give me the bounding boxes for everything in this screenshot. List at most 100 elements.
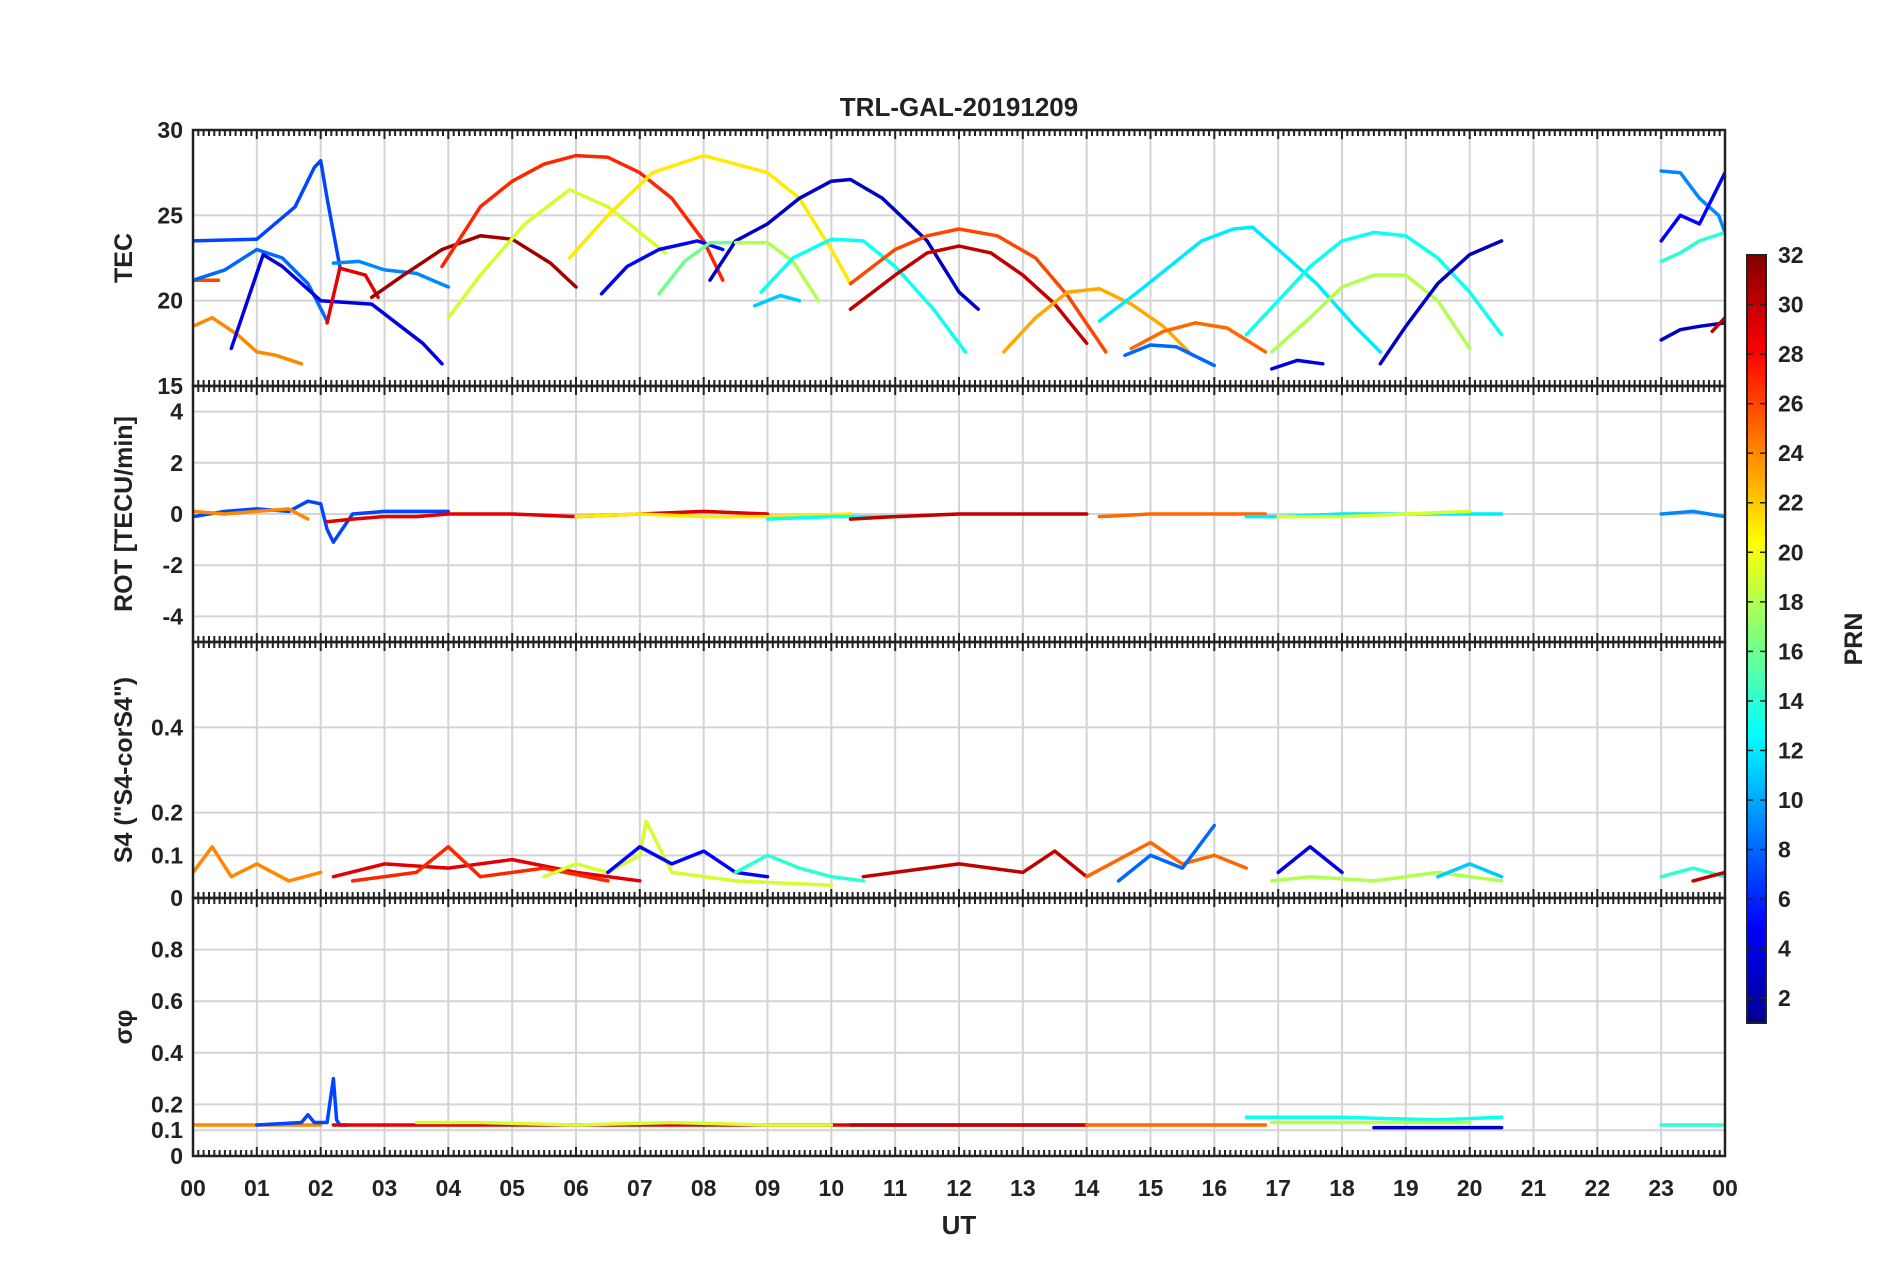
series-line-prn-30 (848, 244, 1089, 346)
series-line-prn-4 (229, 252, 444, 366)
colorbar-label: PRN (1840, 613, 1868, 666)
y-tick-label: 0.4 (151, 714, 183, 740)
x-tick-label: 16 (1202, 1175, 1228, 1201)
x-tick-label: 23 (1648, 1175, 1674, 1201)
series-line-prn-5 (606, 845, 770, 879)
y-tick-label: 0 (170, 1143, 183, 1169)
series-line-prn-13 (1244, 1115, 1504, 1122)
x-tick-label: 10 (819, 1175, 845, 1201)
colorbar-tick-label: 26 (1778, 391, 1804, 417)
panel-3: 00.10.2 0.4 0.6 0.8 σφ (110, 896, 1727, 1169)
series-line-prn-11 (1436, 862, 1504, 879)
x-tick-label: 01 (244, 1175, 270, 1201)
series-line-prn-9 (1659, 509, 1725, 519)
y-tick-label: 0.2 (151, 1091, 183, 1117)
x-tick-label: 15 (1138, 1175, 1164, 1201)
y-axis-label: TEC (110, 233, 138, 283)
panel-2-series (193, 819, 1725, 887)
series-line-prn-30 (861, 849, 1089, 879)
colorbar-tick-label: 14 (1778, 688, 1804, 714)
colorbar-tick-label: 8 (1778, 837, 1791, 863)
series-line-prn-27 (350, 845, 610, 883)
y-tick-label: 25 (157, 202, 183, 228)
chart-title: TRL-GAL-20191209 (840, 92, 1078, 122)
y-tick-label: 0.6 (151, 988, 183, 1014)
y-tick-label: 0.1 (151, 1117, 183, 1143)
series-line-prn-24 (193, 507, 310, 521)
series-line-prn-7 (193, 158, 342, 269)
series-line-prn-19 (414, 1120, 834, 1127)
x-tick-label: 00 (1712, 1175, 1738, 1201)
y-axis-label: σφ (110, 1010, 138, 1045)
panel-0: 15 20 25 30 TEC (110, 117, 1727, 399)
x-tick-label: 18 (1329, 1175, 1355, 1201)
y-tick-label: 0 (170, 885, 183, 911)
x-tick-label: 12 (946, 1175, 972, 1201)
x-tick-label: 04 (436, 1175, 462, 1201)
series-line-prn-4 (1270, 358, 1325, 371)
x-tick-label: 19 (1393, 1175, 1419, 1201)
series-line-prn-19 (542, 819, 834, 887)
series-line-prn-19 (1276, 509, 1472, 519)
series-line-prn-14 (733, 853, 866, 883)
x-tick-label: 11 (883, 1175, 908, 1201)
x-tick-label: 07 (627, 1175, 653, 1201)
series-line-prn-11 (752, 293, 802, 308)
series-line-prn-8 (1116, 823, 1217, 883)
series-line-prn-24 (193, 845, 323, 883)
y-axis-label: ROT [TECU/min] (110, 416, 138, 612)
x-tick-label: 17 (1265, 1175, 1291, 1201)
series-line-prn-4 (1276, 845, 1344, 875)
series-line-prn-19 (446, 187, 668, 320)
series-line-prn-21 (567, 153, 853, 286)
x-axis-label: UT (942, 1210, 977, 1240)
y-tick-label: 4 (170, 399, 183, 425)
y-tick-label: 15 (157, 373, 183, 399)
series-line-prn-25 (1084, 840, 1249, 879)
panel-0-series (193, 153, 1725, 371)
series-line-prn-31 (369, 234, 578, 300)
series-line-prn-18 (1270, 870, 1504, 883)
series-line-prn-21 (574, 512, 853, 519)
x-tick-label: 06 (563, 1175, 589, 1201)
colorbar-tick-label: 4 (1778, 936, 1791, 962)
colorbar-tick-label: 20 (1778, 539, 1804, 565)
x-tick-label: 21 (1521, 1175, 1547, 1201)
x-minor-ticks (192, 130, 1726, 386)
series-line-prn-8 (1123, 343, 1217, 368)
series-line-prn-3 (708, 177, 980, 311)
series-line-prn-12 (1097, 225, 1383, 354)
series-line-prn-30 (1691, 870, 1725, 883)
colorbar-tick-label: 28 (1778, 341, 1804, 367)
series-line-prn-18 (733, 240, 821, 303)
y-tick-label: 0.4 (151, 1040, 183, 1066)
series-line-prn-7 (255, 1076, 348, 1127)
y-tick-label: 0 (170, 501, 183, 527)
colorbar-tick-label: 16 (1778, 638, 1804, 664)
x-tick-label: 00 (180, 1175, 206, 1201)
colorbar-gradient (1746, 254, 1767, 1024)
colorbar-tick-label: 18 (1778, 589, 1804, 615)
x-tick-label: 08 (691, 1175, 717, 1201)
x-tick-label: 13 (1010, 1175, 1036, 1201)
y-tick-label: 0.2 (151, 800, 183, 826)
y-tick-label: 30 (157, 117, 183, 143)
series-line-prn-29 (325, 509, 770, 524)
series-line-prn-25 (1097, 512, 1268, 519)
x-minor-ticks (192, 898, 1726, 1156)
x-tick-label: 20 (1457, 1175, 1483, 1201)
y-tick-label: 0.1 (151, 842, 183, 868)
y-tick-label: 0.8 (151, 937, 183, 963)
panel-1: -4 -2 0 2 4 ROT [TECU/min] (110, 384, 1727, 644)
series-line-prn-16 (657, 240, 738, 296)
series-line-prn-5 (1659, 170, 1725, 243)
series-line-prn-18 (1270, 273, 1472, 354)
colorbar-tick-label: 30 (1778, 292, 1804, 318)
colorbar-tick-label: 10 (1778, 787, 1804, 813)
series-line-prn-3 (1659, 321, 1725, 342)
x-tick-label: 02 (308, 1175, 334, 1201)
